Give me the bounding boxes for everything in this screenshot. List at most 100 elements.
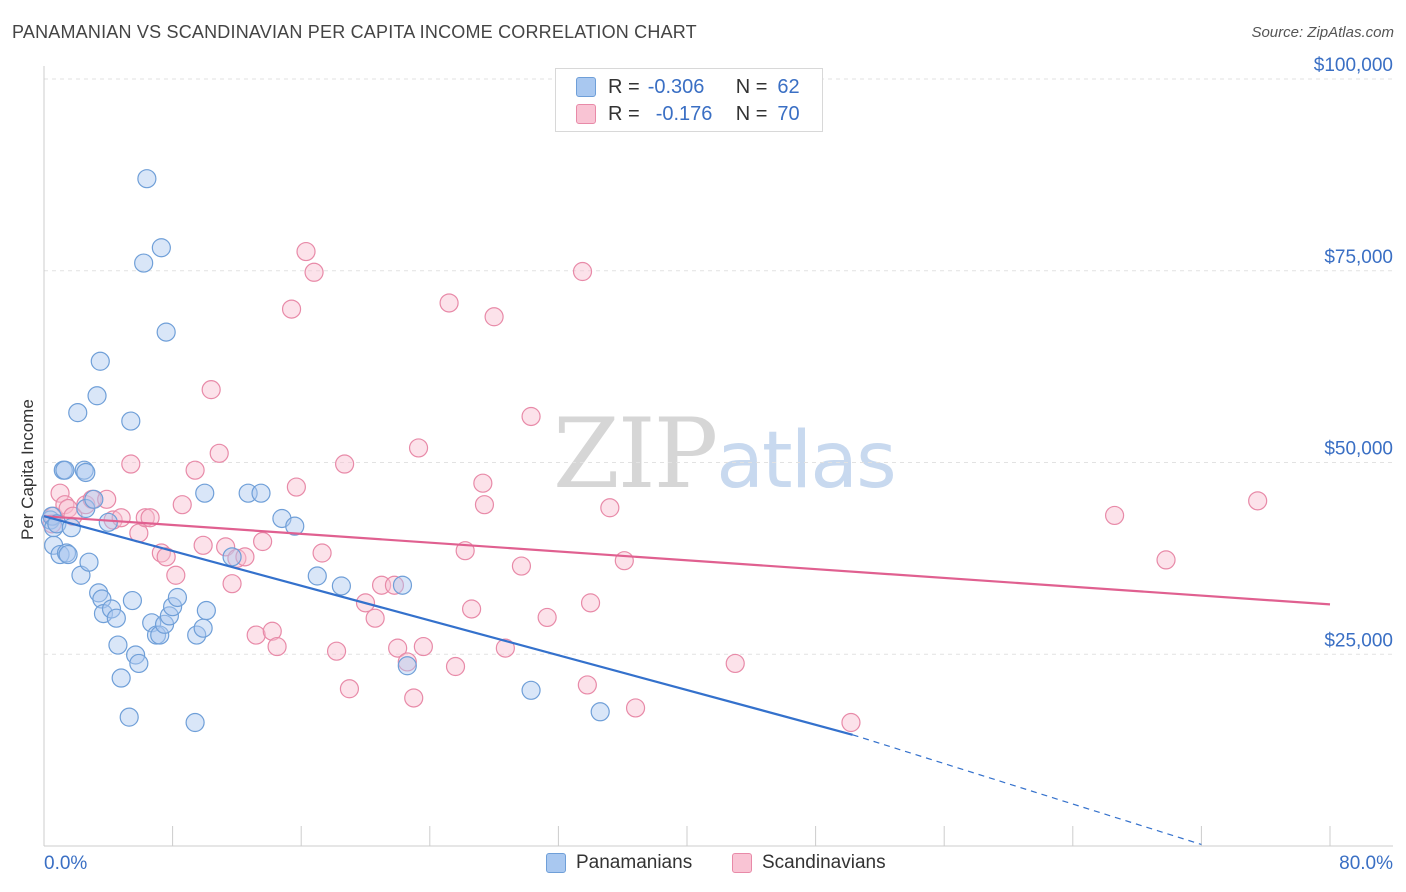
- scandinavian-point: [473, 473, 493, 493]
- legend-scandinavians[interactable]: Scandinavians: [732, 852, 886, 874]
- scandinavian-point: [209, 443, 229, 463]
- y-tick-label: $25,000: [1324, 630, 1393, 651]
- stats-row-scandinavian: R = -0.176 N = 70: [576, 101, 800, 127]
- panamanian-point: [285, 516, 305, 536]
- scandinavian-point: [312, 543, 332, 563]
- scandinavian-point: [625, 698, 646, 718]
- scandinavian-point: [445, 656, 466, 677]
- legend-label: Scandinavians: [762, 852, 886, 873]
- x-tick-label: 80.0%: [1339, 853, 1393, 874]
- panamanian-points: [40, 169, 610, 733]
- scandinavian-point: [304, 262, 324, 282]
- r-label: R =: [608, 75, 640, 98]
- scandinavian-point: [484, 307, 504, 327]
- panamanian-point: [222, 547, 242, 567]
- panamanian-trendline: [43, 515, 853, 736]
- panamanian-point: [134, 253, 154, 273]
- scandinavian-point: [216, 537, 236, 557]
- y-tick-label: $50,000: [1324, 439, 1393, 460]
- panamanian-point: [79, 552, 99, 572]
- scandinavian-point: [121, 454, 141, 474]
- scandinavian-point: [326, 641, 347, 661]
- panamanian-point: [137, 169, 157, 189]
- panamanian-point: [150, 625, 170, 645]
- panamanian-point: [98, 512, 118, 532]
- y-axis-title: Per Capita Income: [18, 399, 37, 540]
- scandinavian-point: [384, 575, 405, 595]
- x-tick-label: 0.0%: [44, 853, 87, 874]
- panamanian-point: [111, 668, 131, 688]
- y-tick-label: $75,000: [1324, 247, 1393, 268]
- panamanian-point: [87, 386, 107, 406]
- panamanian-point: [185, 712, 205, 733]
- panamanian-point: [68, 403, 88, 423]
- panamanian-point: [129, 653, 149, 674]
- panamanian-point: [76, 462, 96, 483]
- panamanian-point: [106, 608, 126, 628]
- panamanian-point: [193, 618, 213, 638]
- stats-box: R = -0.306 N = 62 R = -0.176 N = 70: [555, 68, 823, 132]
- scandinavian-point: [1248, 491, 1268, 511]
- panamanian-point: [167, 587, 188, 608]
- scandinavian-point: [572, 261, 593, 282]
- panamanian-point: [196, 600, 216, 621]
- panamanian-point: [58, 544, 78, 565]
- scandinavian-point: [296, 241, 316, 262]
- scandinavian-point: [495, 638, 515, 658]
- panamanian-point: [521, 680, 541, 700]
- scandinavian-point: [172, 495, 192, 515]
- panamanian-trendline-extension: [852, 734, 1202, 846]
- chart-title: PANAMANIAN VS SCANDINAVIAN PER CAPITA IN…: [12, 22, 697, 42]
- scandinavian-point: [841, 712, 861, 733]
- scandinavian-point: [521, 406, 541, 427]
- panamanian-point: [92, 589, 112, 609]
- scandinavian-point: [339, 679, 360, 699]
- panamanian-point: [55, 460, 75, 480]
- watermark: ZIPatlas: [553, 398, 897, 510]
- scandinavian-point: [474, 495, 495, 515]
- panamanian-point: [90, 351, 110, 371]
- scandinavian-point: [50, 483, 70, 503]
- scandinavian-point: [577, 675, 597, 695]
- grid: [44, 78, 1393, 655]
- scandinavian-point: [388, 638, 408, 658]
- scandinavian-point: [725, 653, 745, 674]
- source-label: Source: ZipAtlas.com: [1251, 24, 1394, 41]
- blue-swatch: [546, 853, 566, 873]
- legend-panamanians[interactable]: Panamanians: [546, 852, 692, 874]
- scandinavian-point: [201, 380, 221, 400]
- scandinavian-point: [537, 607, 557, 628]
- scandinavian-points: [42, 241, 1268, 733]
- scandinavian-point: [1156, 550, 1176, 570]
- stats-row-panamanian: R = -0.306 N = 62: [576, 74, 800, 100]
- scandinavian-point: [404, 688, 424, 708]
- panamanian-point: [163, 597, 183, 617]
- scandinavian-point: [185, 460, 205, 480]
- scandinavian-point: [1104, 505, 1125, 526]
- pink-swatch: [576, 104, 596, 124]
- panamanian-point: [50, 544, 70, 565]
- axes: [43, 66, 1393, 847]
- scandinavian-point: [335, 454, 355, 474]
- r-label: R =: [608, 102, 640, 125]
- panamanian-point: [121, 411, 141, 431]
- scandinavian-point: [281, 299, 302, 319]
- scandinavian-point: [166, 565, 186, 585]
- scandinavian-point: [253, 531, 273, 552]
- panamanian-point: [590, 702, 610, 722]
- watermark-zip: ZIP: [553, 398, 718, 510]
- scandinavian-point: [262, 621, 282, 641]
- scandinavian-point: [267, 636, 287, 657]
- blue-swatch: [576, 77, 596, 97]
- n-value: 62: [777, 75, 800, 98]
- scandinavian-point: [600, 498, 620, 518]
- scandinavian-point: [246, 625, 266, 645]
- scandinavian-point: [156, 547, 176, 567]
- panamanian-point: [392, 575, 413, 595]
- n-label: N =: [735, 75, 768, 98]
- y-tick-label: $100,000: [1314, 55, 1393, 76]
- panamanian-point: [101, 599, 122, 619]
- axis-labels: $25,000 $50,000 $75,000 $100,000 0.0% 80.0%: [44, 55, 1393, 874]
- panamanian-point: [251, 483, 271, 503]
